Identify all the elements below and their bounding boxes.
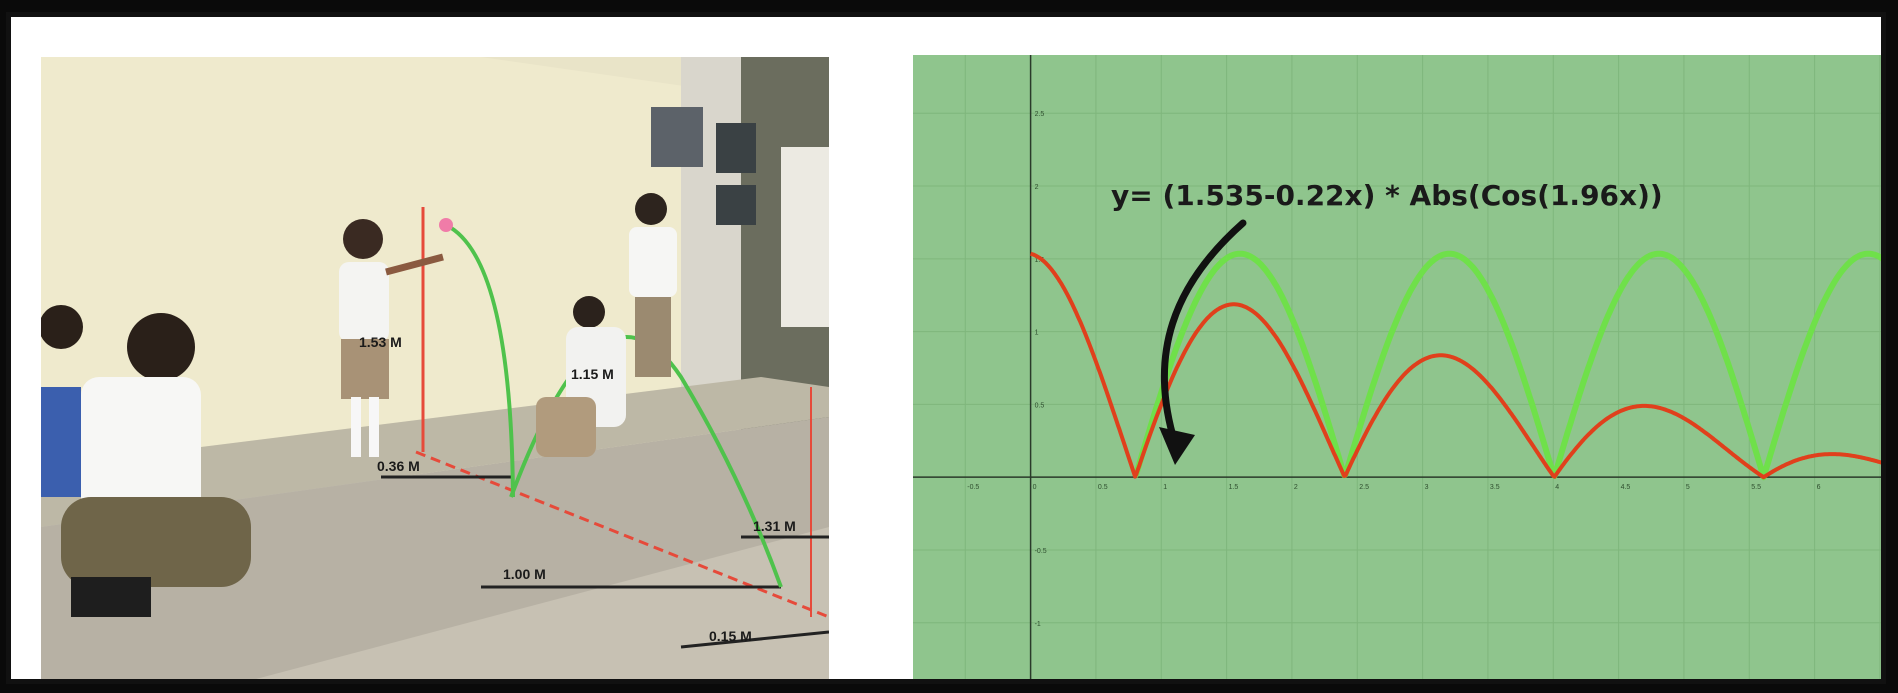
experiment-photo-illustration: 1.53 M 0.36 M 1.15 M 1.00 M 1.31 M 0.15 … — [41, 57, 829, 679]
x-tick-label: 2.5 — [1359, 484, 1369, 491]
x-tick-label: -0.5 — [967, 484, 979, 491]
series-green-curve — [1132, 250, 1881, 481]
x-tick-label: 1 — [1163, 484, 1167, 491]
x-tick-label: 3 — [1425, 484, 1429, 491]
height-label: 1.53 M — [359, 334, 402, 350]
x-tick-label: 0.5 — [1098, 484, 1108, 491]
graph-canvas: -0.5 0 0.5 1 1.5 2 2.5 3 3.5 4 4.5 5 5.5 6 6.5 2.5 2 1.5… — [913, 55, 1886, 679]
x-tick-label: 3.5 — [1490, 484, 1500, 491]
arrowhead-icon — [1159, 427, 1195, 465]
offset-label: 0.36 M — [377, 458, 420, 474]
bounce-height-label: 1.15 M — [571, 366, 614, 382]
short-distance-label: 0.15 M — [709, 628, 752, 644]
y-tick-label: -1 — [1035, 621, 1041, 628]
function-graph: -0.5 0 0.5 1 1.5 2 2.5 3 3.5 4 4.5 5 5.5 6 6.5 2.5 2 1.5… — [913, 55, 1886, 679]
x-tick-label: 6 — [1817, 484, 1821, 491]
x-tick-label: 4.5 — [1621, 484, 1631, 491]
x-tick-label: 0 — [1033, 484, 1037, 491]
x-tick-labels: -0.5 0 0.5 1 1.5 2 2.5 3 3.5 4 4.5 5 5.5 6 6.5 — [967, 484, 1886, 491]
y-tick-label: 2.5 — [1035, 111, 1045, 118]
axes — [913, 55, 1881, 679]
y-tick-label: 2 — [1035, 184, 1039, 191]
arrow-icon — [1160, 219, 1247, 447]
y-tick-labels: 2.521.510.5-0.5-1 — [1035, 111, 1047, 628]
x-tick-label: 4 — [1555, 484, 1559, 491]
y-tick-label: -0.5 — [1035, 548, 1047, 555]
x-tick-label: 5 — [1686, 484, 1690, 491]
x-tick-label: 5.5 — [1751, 484, 1761, 491]
equation-label: y= (1.535-0.22x) * Abs(Cos(1.96x)) — [1111, 179, 1663, 212]
y-tick-label: 1 — [1035, 330, 1039, 337]
grid-lines — [913, 55, 1881, 679]
x-tick-label: 6.5 — [1882, 484, 1886, 491]
x-tick-label: 1.5 — [1229, 484, 1239, 491]
series-red-curve — [1029, 251, 1881, 480]
experiment-photo: 1.53 M 0.36 M 1.15 M 1.00 M 1.31 M 0.15 … — [41, 57, 829, 679]
x-tick-label: 2 — [1294, 484, 1298, 491]
second-bounce-label: 1.31 M — [753, 518, 796, 534]
distance-label: 1.00 M — [503, 566, 546, 582]
figure-frame: 1.53 M 0.36 M 1.15 M 1.00 M 1.31 M 0.15 … — [6, 12, 1886, 684]
y-tick-label: 0.5 — [1035, 402, 1045, 409]
